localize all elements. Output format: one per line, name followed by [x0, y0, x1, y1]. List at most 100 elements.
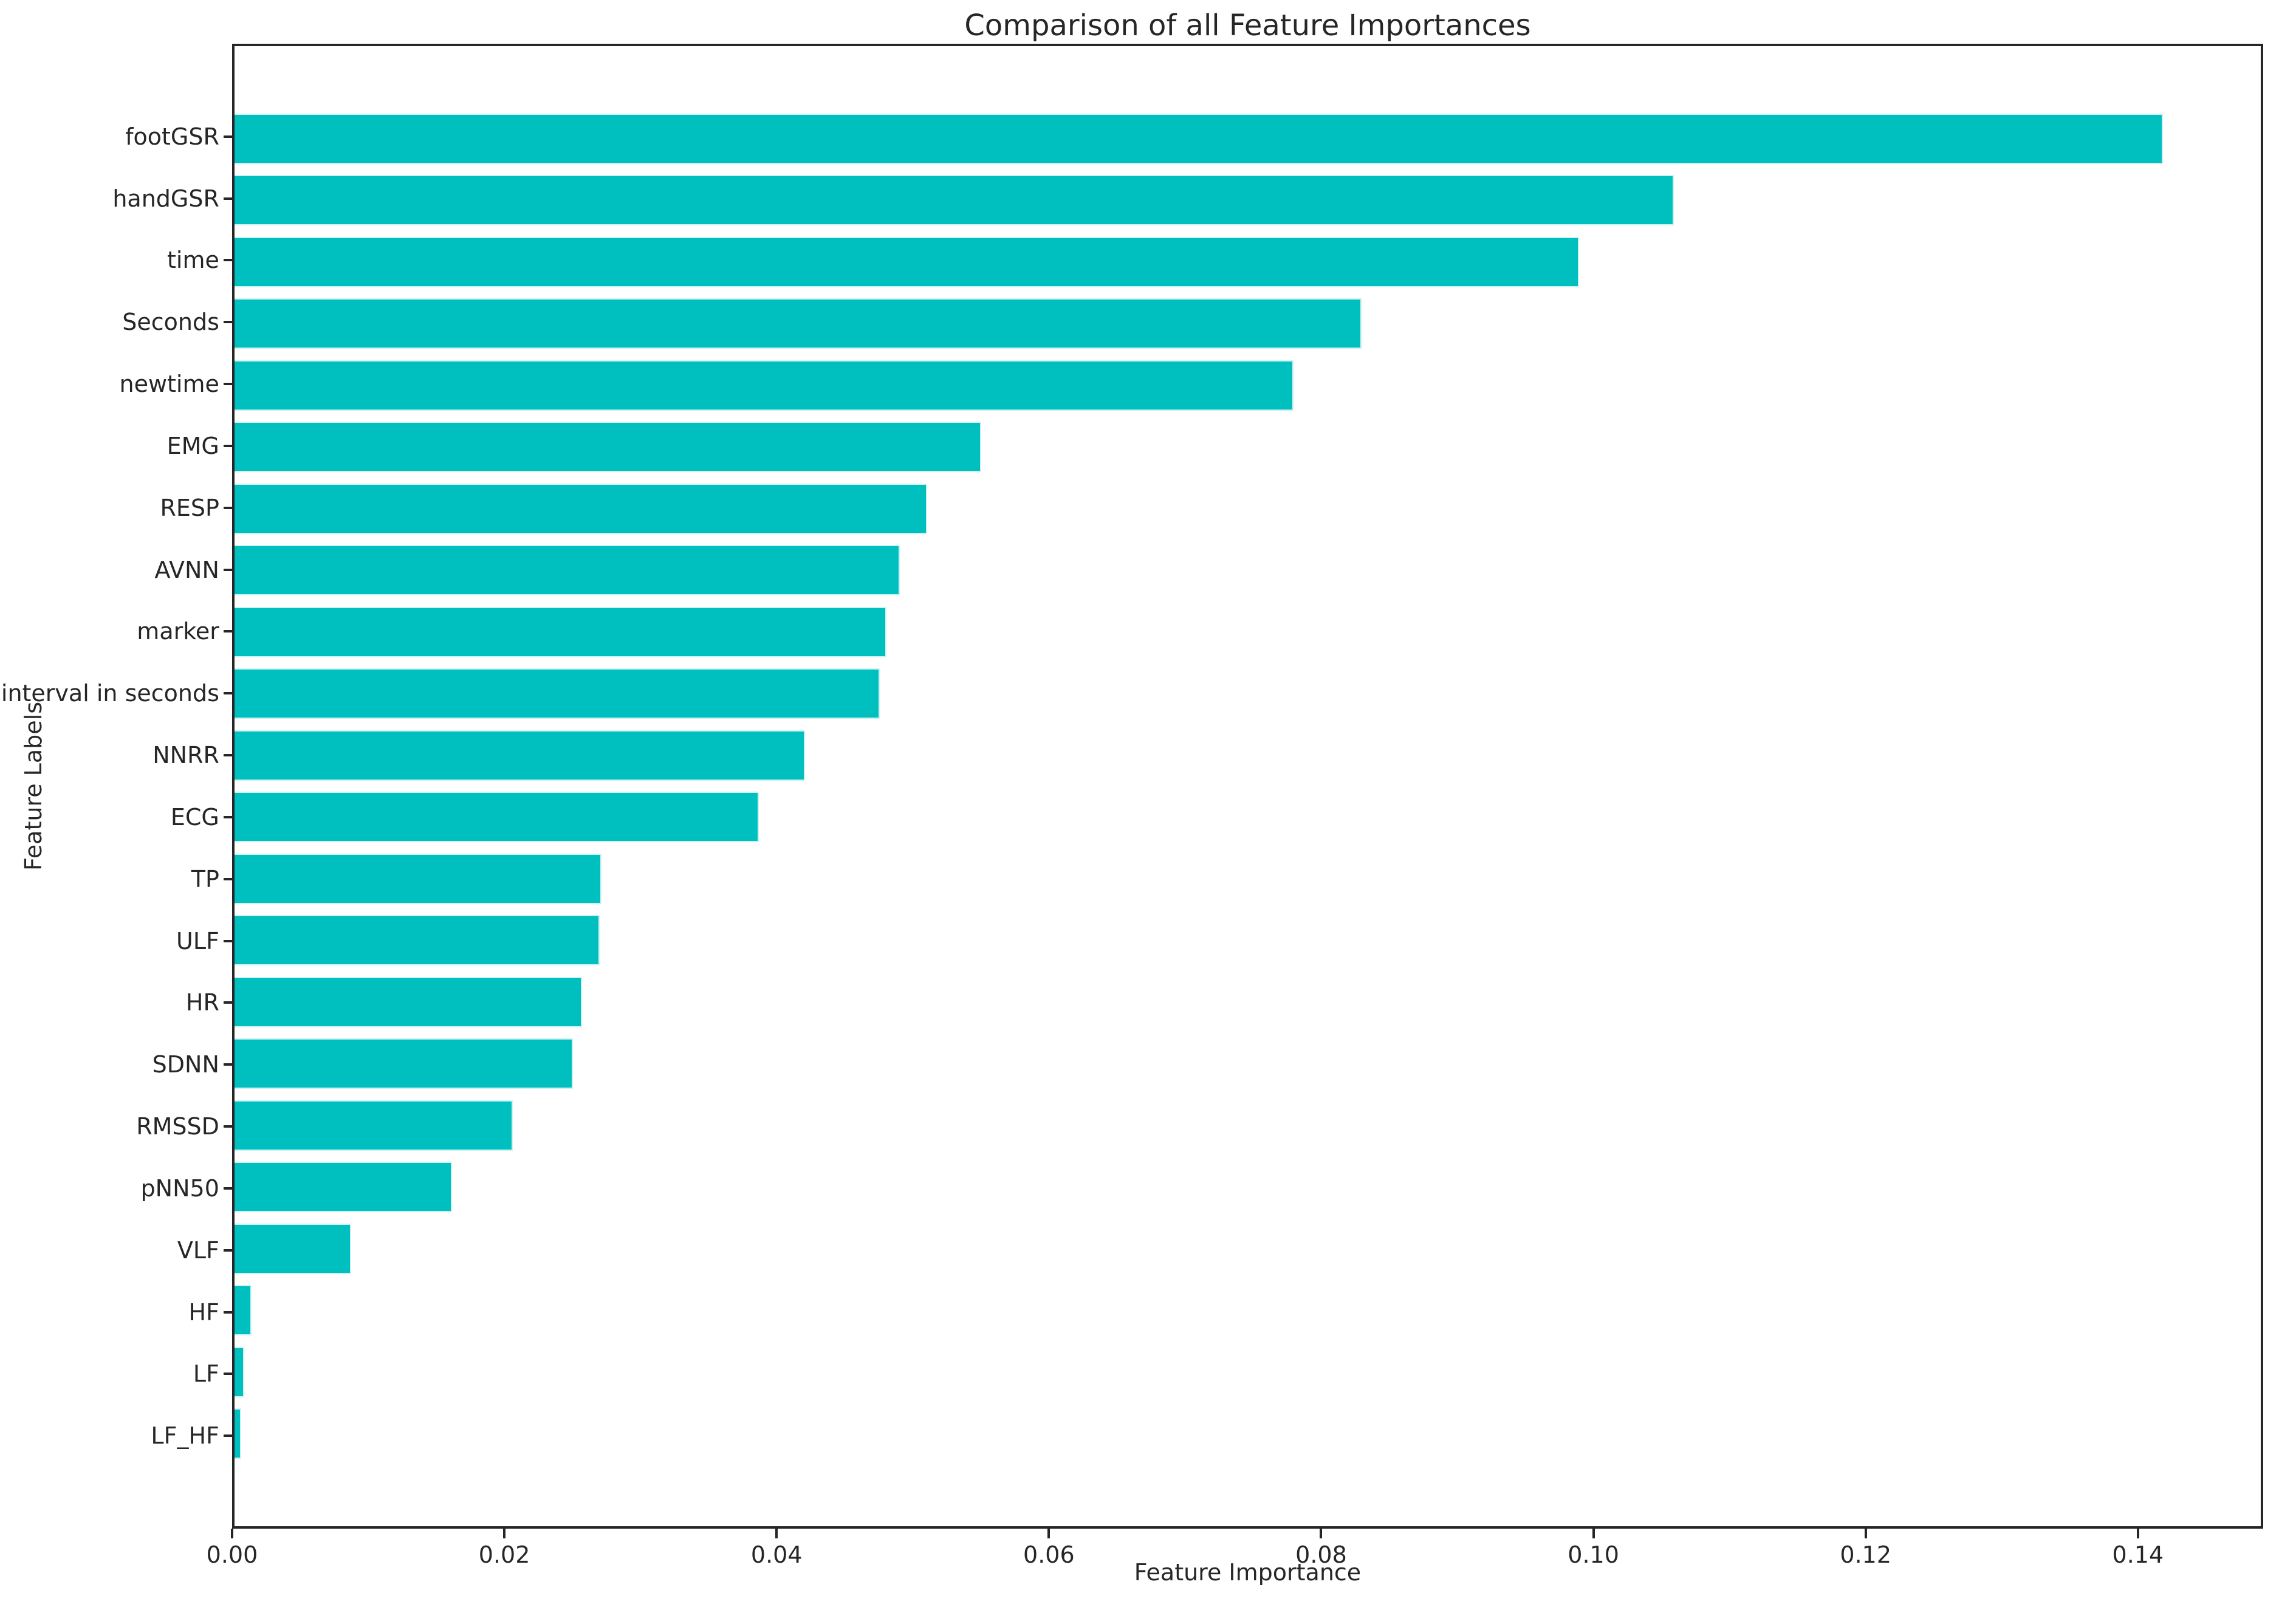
y-tick-label: Seconds [122, 309, 219, 336]
x-tick-mark [503, 1528, 506, 1538]
bar-HF [234, 1285, 252, 1336]
bar-row [234, 231, 2261, 293]
y-tick-label: LF_HF [151, 1422, 219, 1450]
y-tick-mark [223, 259, 232, 262]
bar-newtime [234, 360, 1294, 411]
x-tick-label: 0.04 [750, 1541, 803, 1568]
bar-HR [234, 976, 583, 1027]
bar-time [234, 236, 1579, 287]
bar-row [234, 601, 2261, 663]
bar-TP [234, 853, 601, 904]
y-tick-mark [223, 1001, 232, 1004]
chart-title: Comparison of all Feature Importances [964, 9, 1531, 43]
bar-RESP [234, 483, 927, 534]
bar-LF_HF [234, 1408, 242, 1459]
y-tick-label: marker [137, 618, 219, 645]
y-tick-mark [223, 630, 232, 633]
x-tick-label: 0.14 [2112, 1541, 2164, 1568]
bar-pNN50 [234, 1162, 452, 1213]
y-tick-mark [223, 877, 232, 880]
y-tick-label: footGSR [125, 123, 219, 150]
y-tick-label: TP [191, 865, 219, 893]
bars-container [234, 108, 2261, 1465]
bar-row [234, 971, 2261, 1033]
bar-row [234, 848, 2261, 910]
x-tick-mark [2136, 1528, 2139, 1538]
bar-row [234, 1403, 2261, 1465]
bar-row [234, 910, 2261, 972]
y-tick-mark [223, 135, 232, 138]
x-tick-label: 0.12 [1840, 1541, 1892, 1568]
bar-row [234, 170, 2261, 231]
y-axis-label-rail: footGSR handGSR time Seconds newtime EMG RESP A… [0, 44, 219, 1529]
bar-handGSR [234, 175, 1674, 226]
bar-row [234, 416, 2261, 478]
bar-row [234, 663, 2261, 725]
y-tick-label: time [167, 247, 219, 274]
bar-ULF [234, 915, 600, 966]
bar-AVNN [234, 545, 900, 596]
x-tick-mark [1047, 1528, 1050, 1538]
bar-row [234, 1280, 2261, 1342]
x-tick-label: 0.00 [206, 1541, 258, 1568]
bar-row [234, 724, 2261, 786]
bar-row [234, 478, 2261, 540]
bar-EMG [234, 422, 982, 473]
y-tick-mark [223, 321, 232, 324]
y-tick-label: ULF [176, 927, 219, 955]
bar-row [234, 1033, 2261, 1095]
bar-interval in seconds [234, 668, 880, 719]
bar-LF [234, 1346, 244, 1397]
y-tick-mark [223, 1187, 232, 1190]
y-tick-mark [223, 506, 232, 509]
x-tick-mark [1864, 1528, 1867, 1538]
y-tick-label: VLF [177, 1236, 219, 1264]
y-tick-label: LF [193, 1360, 219, 1388]
y-tick-label: interval in seconds [1, 680, 219, 707]
bar-row [234, 1341, 2261, 1403]
y-tick-mark [223, 1373, 232, 1376]
y-tick-mark [223, 754, 232, 757]
bar-NNRR [234, 730, 805, 781]
x-tick-label: 0.06 [1023, 1541, 1075, 1568]
y-tick-label: newtime [119, 371, 219, 398]
x-axis-title: Feature Importance [1134, 1558, 1362, 1586]
y-tick-mark [223, 383, 232, 386]
y-tick-label: pNN50 [140, 1174, 219, 1202]
bar-row [234, 540, 2261, 602]
y-tick-mark [223, 1125, 232, 1128]
x-tick-mark [1592, 1528, 1595, 1538]
bar-SDNN [234, 1038, 573, 1089]
bar-row [234, 1218, 2261, 1280]
x-tick-mark [775, 1528, 778, 1538]
y-tick-label: EMG [166, 432, 219, 459]
bar-ECG [234, 792, 759, 843]
bar-Seconds [234, 298, 1362, 349]
bar-RMSSD [234, 1100, 513, 1151]
bar-VLF [234, 1223, 352, 1274]
bar-row [234, 1094, 2261, 1156]
y-tick-label: NNRR [152, 742, 219, 769]
y-tick-label: RMSSD [136, 1113, 219, 1140]
x-tick-label: 0.10 [1568, 1541, 1619, 1568]
y-tick-mark [223, 1311, 232, 1314]
bar-row [234, 786, 2261, 848]
bar-marker [234, 606, 886, 657]
y-tick-mark [223, 1434, 232, 1438]
y-tick-mark [223, 815, 232, 818]
x-tick-label: 0.02 [478, 1541, 530, 1568]
y-tick-label: handGSR [112, 185, 219, 212]
bar-row [234, 108, 2261, 170]
y-tick-label: RESP [160, 494, 219, 521]
y-tick-mark [223, 1249, 232, 1252]
y-tick-mark [223, 1063, 232, 1066]
y-tick-label: HR [185, 989, 219, 1016]
y-tick-mark [223, 444, 232, 447]
y-tick-label: ECG [170, 803, 219, 831]
x-tick-label: 0.08 [1295, 1541, 1347, 1568]
bar-row [234, 293, 2261, 355]
y-tick-label: SDNN [152, 1051, 219, 1078]
y-tick-mark [223, 692, 232, 695]
y-tick-mark [223, 568, 232, 571]
y-tick-label: AVNN [154, 556, 219, 583]
